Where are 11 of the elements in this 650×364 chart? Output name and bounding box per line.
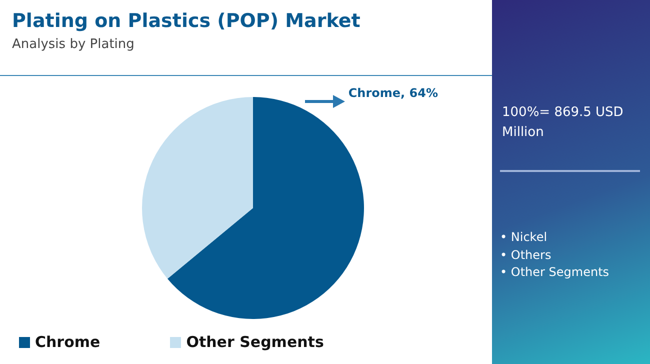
pie-slice: [167, 97, 364, 319]
legend-label: Chrome: [34, 333, 100, 351]
text: • Other Segments: [500, 264, 610, 281]
text: • Others: [500, 246, 552, 264]
text: • Nickel: [500, 229, 548, 246]
data-label: Chrome, 64%: [348, 86, 438, 100]
text: 100%= 869.5 USD Million: [502, 104, 624, 142]
chart-title: Plating on Plastics (POP) Market: [12, 10, 360, 32]
chart-subtitle: Analysis by Plating: [12, 37, 134, 52]
pie-slice: [142, 97, 253, 279]
legend-label: Other Segments: [185, 333, 324, 351]
